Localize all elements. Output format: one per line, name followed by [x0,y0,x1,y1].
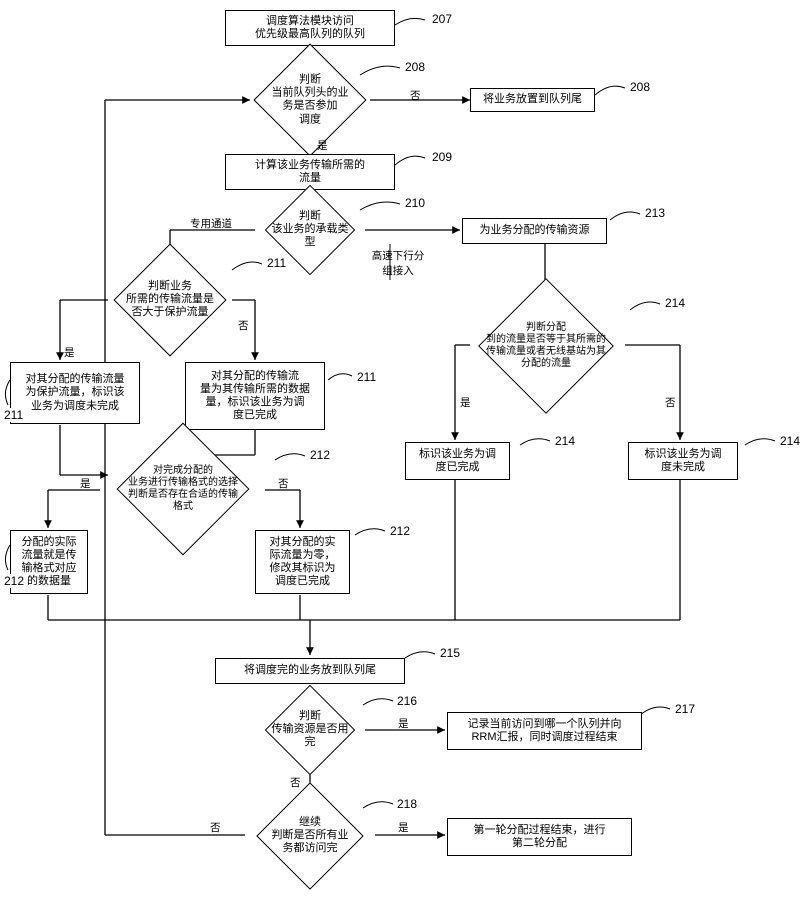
edge-yes-212: 是 [80,476,91,491]
label-207: 207 [430,12,454,26]
node-text: 对其分配的传输流 量为其传输所需的数据 量，标识该业务为调 度已完成 [200,370,310,423]
edge-no-218: 否 [210,820,221,835]
node-text: 将业务放置到队列尾 [483,93,582,106]
node-text: 将调度完的业务放到队列尾 [244,664,376,677]
node-207: 调度算法模块访问 优先级最高队列的队列 [225,10,395,46]
edge-yes: 是 [317,138,328,153]
label-210: 210 [403,196,427,210]
label-209: 209 [430,150,454,164]
label-208: 208 [403,60,427,74]
label-211: 211 [265,256,288,270]
decision-214: 判断分配 到的流量是否等于其所需的 传输流量或者无线基站为其 分配的流量 [478,278,614,414]
label-214a: 214 [553,434,577,448]
label-217: 217 [673,702,697,716]
edge-yes-214: 是 [460,395,471,410]
node-text: 标识该业务为调 度已完成 [419,448,496,474]
node-text: 为业务分配的传输资源 [480,224,590,237]
edge-no-214: 否 [665,395,676,410]
node-text: 判断分配 到的流量是否等于其所需的 传输流量或者无线基站为其 分配的流量 [480,322,612,370]
edge-no-216: 否 [290,775,301,790]
decision-212: 对完成分配的 业务进行传输格式的选择 判断是否存在合适的传输 格式 [117,423,250,556]
node-second-round: 第一轮分配过程结束，进行 第二轮分配 [447,818,632,856]
decision-208: 判断 当前队列头的业 务是否参加 调度 [253,43,366,156]
node-211a: 对其分配的传输流量 为保护流量，标识该 业务为调度未完成 [10,362,140,424]
node-214a: 标识该业务为调 度已完成 [405,442,510,480]
node-text: 分配的实际 流量就是传 输格式对应 的数据量 [22,536,77,589]
label-214: 214 [663,296,687,310]
label-213: 213 [643,206,667,220]
edge-yes-216: 是 [398,716,409,731]
edge-dedicated: 专用通道 [190,216,232,231]
node-text: 计算该业务传输所需的 流量 [255,159,365,185]
decision-216: 判断 传输资源是否用 完 [265,685,356,776]
edge-hsdpa: 高速下行分 组接入 [358,248,438,278]
edge-no: 否 [410,88,421,103]
node-text: 调度算法模块访问 优先级最高队列的队列 [255,15,365,41]
decision-218: 继续 判断是否所有业 务都访问完 [256,782,363,889]
node-215: 将调度完的业务放到队列尾 [215,658,405,684]
edge-yes-218: 是 [398,820,409,835]
label-211b: 211 [355,370,378,384]
node-212b: 对其分配的实 际流量为零， 修改其标识为 调度已完成 [255,530,350,594]
node-211b: 对其分配的传输流 量为其传输所需的数据 量，标识该业务为调 度已完成 [185,362,325,430]
label-212b: 212 [388,524,412,538]
node-208b: 将业务放置到队列尾 [470,88,595,112]
edge-no-212: 否 [278,476,289,491]
node-text: 对完成分配的 业务进行传输格式的选择 判断是否存在合适的传输 格式 [119,465,248,513]
node-text: 判断 当前队列头的业 务是否参加 调度 [255,74,364,127]
node-213: 为业务分配的传输资源 [462,218,607,244]
label-214b: 214 [778,434,800,448]
label-215: 215 [438,646,462,660]
label-212a: 212 [2,574,26,588]
node-214b: 标识该业务为调 度未完成 [628,442,738,480]
node-text: 记录当前访问到哪一个队列并向 RRM汇报，同时调度过程结束 [468,718,622,744]
decision-211: 判断业务 所需的传输流量是 否大于保护流量 [113,243,226,356]
label-218: 218 [395,797,419,811]
edge-yes-211: 是 [64,345,75,360]
node-text: 对其分配的实 际流量为零， 修改其标识为 调度已完成 [270,536,336,589]
node-text: 第一轮分配过程结束，进行 第二轮分配 [474,824,606,850]
node-text: 判断业务 所需的传输流量是 否大于保护流量 [115,280,224,320]
label-208b: 208 [628,80,652,94]
node-text: 判断 该业务的承载类 型 [267,210,354,250]
label-212: 212 [308,448,332,462]
node-text: 对其分配的传输流量 为保护流量，标识该 业务为调度未完成 [26,373,125,413]
node-text: 判断 传输资源是否用 完 [267,710,354,750]
node-text: 继续 判断是否所有业 务都访问完 [258,816,362,856]
edge-no-211: 否 [238,318,249,333]
label-216: 216 [395,694,419,708]
node-text: 标识该业务为调 度未完成 [645,448,722,474]
node-217: 记录当前访问到哪一个队列并向 RRM汇报，同时调度过程结束 [447,712,642,750]
label-211a: 211 [2,408,25,422]
